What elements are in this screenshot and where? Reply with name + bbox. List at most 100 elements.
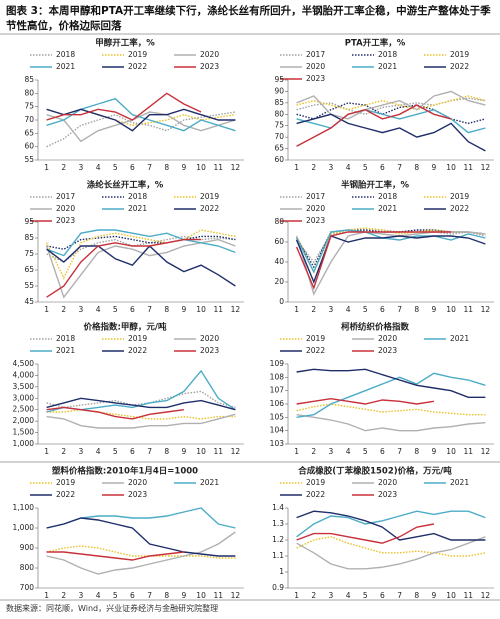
series-line [296,397,435,405]
legend-label: 2020 [378,478,397,487]
series-line [46,111,236,143]
legend-label: 2023 [128,490,147,499]
x-tick-label: 2 [311,591,316,600]
legend-label: 2022 [450,204,469,213]
y-tick-label: 4,500 [13,359,35,368]
chart-title: 价格指数:甲醇，元/吨 [83,322,167,333]
x-tick-label: 12 [231,591,241,600]
x-tick-label: 8 [164,305,169,314]
y-tick-label: 85 [274,98,284,107]
legend-label: 2019 [306,478,325,487]
chart-title: 涤纶长丝开工率，% [87,180,164,191]
x-tick-label: 2 [61,163,66,172]
y-tick-label: 95 [274,75,284,84]
x-tick-label: 3 [329,591,334,600]
x-tick-label: 6 [380,591,385,600]
chart-title: 合成橡胶(丁苯橡胶1502)价格，万元/吨 [297,466,452,477]
x-tick-label: 11 [213,163,223,172]
legend-label: 2017 [306,50,325,59]
y-tick-label: 70 [274,132,284,141]
x-tick-label: 10 [446,163,456,172]
x-tick-label: 11 [463,163,473,172]
y-tick-label: 60 [24,142,34,151]
series-line [296,372,486,418]
legend-label: 2022 [128,62,147,71]
chart-title: 甲醇开工率，% [95,38,155,49]
x-tick-label: 6 [380,447,385,456]
x-tick-label: 1 [44,591,49,600]
chart-title: 柯桥纺织价格指数 [341,322,410,333]
x-tick-label: 9 [432,163,437,172]
y-tick-label: 40 [274,257,284,266]
legend-label: 2022 [128,346,147,355]
y-tick-label: 75 [274,121,284,130]
x-tick-label: 12 [481,163,491,172]
x-tick-label: 7 [147,163,152,172]
y-tick-label: 1,000 [13,439,35,448]
legend-label: 2021 [378,62,397,71]
x-tick-label: 11 [463,591,473,600]
y-tick-label: 65 [24,128,34,137]
y-tick-label: 2,000 [13,416,35,425]
y-tick-label: 20 [274,277,284,286]
legend-label: 2019 [450,192,469,201]
series-line [295,231,452,290]
legend-label: 2022 [200,204,219,213]
x-tick-label: 5 [363,305,368,314]
x-tick-label: 2 [311,447,316,456]
y-tick-label: 55 [24,281,34,290]
y-tick-label: 85 [24,75,34,84]
x-tick-label: 10 [446,447,456,456]
series-line [46,406,184,420]
x-tick-label: 7 [397,591,402,600]
legend-label: 2022 [450,62,469,71]
x-tick-label: 8 [414,447,419,456]
x-tick-label: 7 [397,305,402,314]
series-line [296,90,486,120]
y-tick-label: 1.1 [272,551,284,560]
x-tick-label: 4 [346,163,351,172]
x-tick-label: 8 [164,163,169,172]
y-tick-label: 80 [274,109,284,118]
y-tick-label: 70 [24,115,34,124]
x-tick-label: 8 [414,305,419,314]
series-line [296,95,486,111]
x-tick-label: 11 [213,305,223,314]
y-tick-label: 3,000 [13,393,35,402]
y-tick-label: 1.4 [272,503,284,512]
x-tick-label: 11 [213,591,223,600]
legend-label: 2023 [306,216,325,225]
y-tick-label: 1.2 [272,535,284,544]
x-tick-label: 9 [432,591,437,600]
legend-label: 2020 [200,334,219,343]
x-tick-label: 7 [147,305,152,314]
x-tick-label: 7 [397,447,402,456]
legend-label: 2023 [200,346,219,355]
y-tick-label: 55 [24,155,34,164]
series-line [46,97,236,132]
y-tick-label: 75 [24,249,34,258]
x-tick-label: 5 [113,305,118,314]
legend-label: 2021 [200,478,219,487]
x-tick-label: 10 [196,163,206,172]
x-tick-label: 4 [346,447,351,456]
x-tick-label: 3 [329,305,334,314]
x-tick-label: 6 [130,305,135,314]
x-tick-label: 10 [196,591,206,600]
y-tick-label: 1,100 [13,503,35,512]
series-line [46,108,236,132]
series-line [46,413,236,429]
series-line [46,238,202,298]
x-tick-label: 4 [346,305,351,314]
x-tick-label: 6 [130,163,135,172]
x-tick-label: 11 [463,305,473,314]
legend-label: 2021 [56,62,75,71]
series-line [45,238,236,299]
x-tick-label: 5 [363,163,368,172]
series-line [296,536,486,570]
y-tick-label: 65 [274,144,284,153]
x-tick-label: 1 [44,163,49,172]
legend-label: 2021 [378,204,397,213]
